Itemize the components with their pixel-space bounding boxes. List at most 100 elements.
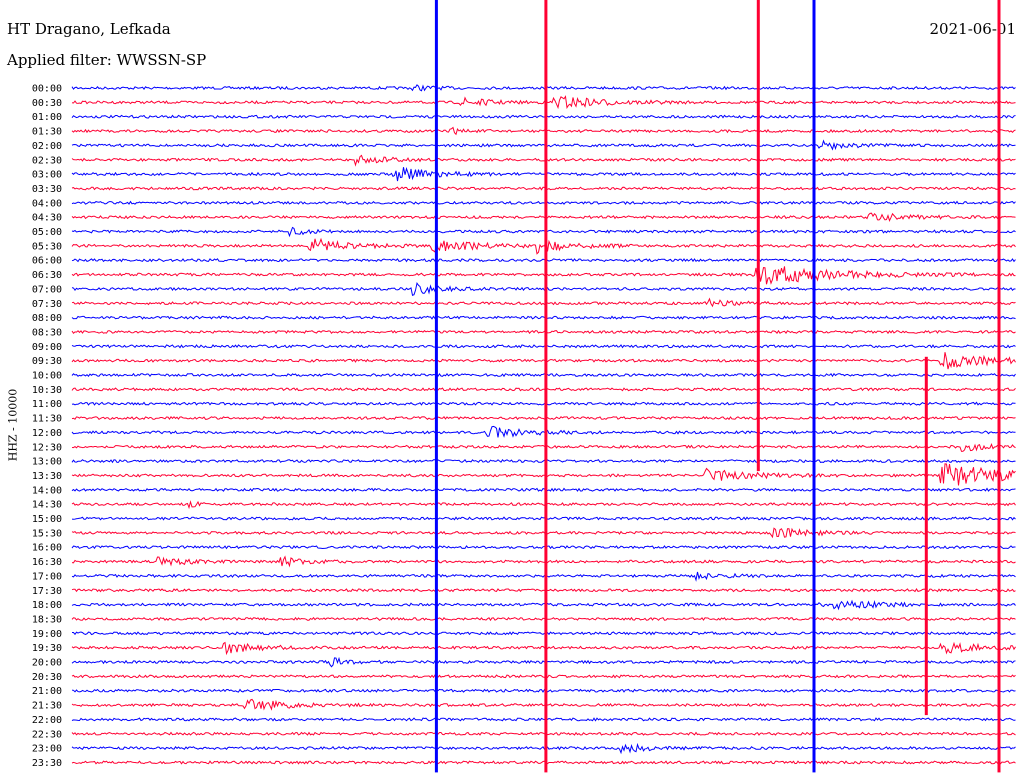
- row-time-label: 10:30: [32, 385, 62, 396]
- row-time-label: 08:00: [32, 313, 62, 324]
- row-time-label: 05:00: [32, 227, 62, 238]
- trace-line: [71, 372, 1016, 378]
- row-time-label: 06:30: [32, 270, 62, 281]
- trace-line: [71, 425, 1016, 438]
- trace-line: [71, 555, 1016, 568]
- event-spike: [812, 0, 816, 773]
- row-time-label: 15:30: [32, 528, 62, 539]
- trace-line: [71, 688, 1016, 693]
- row-time-label: 18:30: [32, 614, 62, 625]
- row-time-label: 23:00: [32, 744, 62, 755]
- trace-line: [71, 166, 1016, 182]
- trace-line: [71, 387, 1016, 392]
- row-time-label: 04:30: [32, 213, 62, 224]
- row-time-label: 17:00: [32, 571, 62, 582]
- trace-line: [71, 527, 1016, 539]
- row-time-label: 04:00: [32, 198, 62, 209]
- row-time-label: 12:30: [32, 442, 62, 453]
- trace-line: [71, 674, 1016, 679]
- trace-line: [71, 463, 1016, 486]
- row-time-label: 13:30: [32, 471, 62, 482]
- trace-line: [71, 443, 1016, 452]
- row-time-label: 22:30: [32, 729, 62, 740]
- trace-line: [71, 500, 1016, 510]
- row-time-label: 07:00: [32, 284, 62, 295]
- event-spike: [756, 0, 760, 472]
- trace-line: [71, 717, 1016, 722]
- trace-line: [71, 315, 1016, 320]
- row-time-label: 14:00: [32, 485, 62, 496]
- row-time-label: 01:30: [32, 127, 62, 138]
- row-time-label: 22:00: [32, 715, 62, 726]
- trace-line: [71, 616, 1016, 622]
- date-label: 2021-06-01: [929, 20, 1016, 38]
- row-time-label: 21:30: [32, 701, 62, 712]
- trace-line: [71, 95, 1016, 110]
- row-time-label: 09:00: [32, 342, 62, 353]
- trace-line: [71, 731, 1016, 736]
- trace-line: [71, 641, 1016, 656]
- trace-line: [71, 599, 1016, 611]
- row-time-label: 14:30: [32, 500, 62, 511]
- row-time-label: 01:00: [32, 112, 62, 123]
- filter-label: Applied filter: WWSSN-SP: [7, 51, 207, 69]
- trace-line: [71, 516, 1016, 521]
- trace-line: [71, 84, 1016, 92]
- row-time-label: 07:30: [32, 299, 62, 310]
- trace-line: [71, 200, 1016, 205]
- trace-line: [71, 297, 1016, 308]
- trace-line: [72, 631, 1016, 636]
- event-spike: [997, 0, 1001, 773]
- row-time-label: 16:00: [32, 543, 62, 554]
- trace-line: [71, 487, 1016, 492]
- trace-line: [71, 415, 1016, 421]
- trace-line: [71, 186, 1016, 191]
- trace-line: [71, 329, 1016, 335]
- row-time-label: 06:00: [32, 256, 62, 267]
- trace-line: [71, 237, 1016, 255]
- trace-line: [71, 258, 1016, 263]
- trace-line: [71, 154, 1016, 167]
- row-time-label: 19:00: [32, 629, 62, 640]
- row-time-label: 12:00: [32, 428, 62, 439]
- row-time-label: 03:30: [32, 184, 62, 195]
- row-time-label: 00:30: [32, 98, 62, 109]
- trace-line: [71, 742, 1016, 755]
- row-time-label: 00:00: [32, 84, 62, 95]
- trace-line: [71, 281, 1016, 296]
- trace-line: [71, 344, 1016, 349]
- trace-line: [71, 760, 1016, 765]
- row-time-label: 20:30: [32, 672, 62, 683]
- row-time-label: 18:00: [32, 600, 62, 611]
- row-time-label: 02:30: [32, 155, 62, 166]
- trace-line: [71, 401, 1016, 406]
- trace-line: [71, 226, 1016, 238]
- trace-line: [71, 266, 1016, 285]
- row-time-label: 13:00: [32, 457, 62, 468]
- row-time-label: 23:30: [32, 758, 62, 769]
- trace-line: [71, 352, 1016, 370]
- trace-line: [71, 458, 1016, 464]
- trace-line: [71, 588, 1016, 593]
- trace-line: [71, 139, 1016, 151]
- trace-line: [71, 114, 1016, 119]
- trace-line: [71, 126, 1016, 136]
- trace-line: [71, 656, 1016, 668]
- row-time-label: 09:30: [32, 356, 62, 367]
- trace-line: [71, 545, 1016, 550]
- row-time-label: 11:00: [32, 399, 62, 410]
- row-time-label: 08:30: [32, 327, 62, 338]
- row-time-label: 05:30: [32, 241, 62, 252]
- trace-line: [71, 212, 1016, 222]
- row-time-label: 03:00: [32, 170, 62, 181]
- trace-line: [71, 571, 1016, 582]
- row-time-label: 02:00: [32, 141, 62, 152]
- row-time-label: 15:00: [32, 514, 62, 525]
- trace-line: [71, 698, 1016, 711]
- event-spike: [544, 0, 548, 773]
- row-time-label: 16:30: [32, 557, 62, 568]
- row-time-label: 21:00: [32, 686, 62, 697]
- row-time-label: 17:30: [32, 586, 62, 597]
- event-spike: [924, 356, 928, 716]
